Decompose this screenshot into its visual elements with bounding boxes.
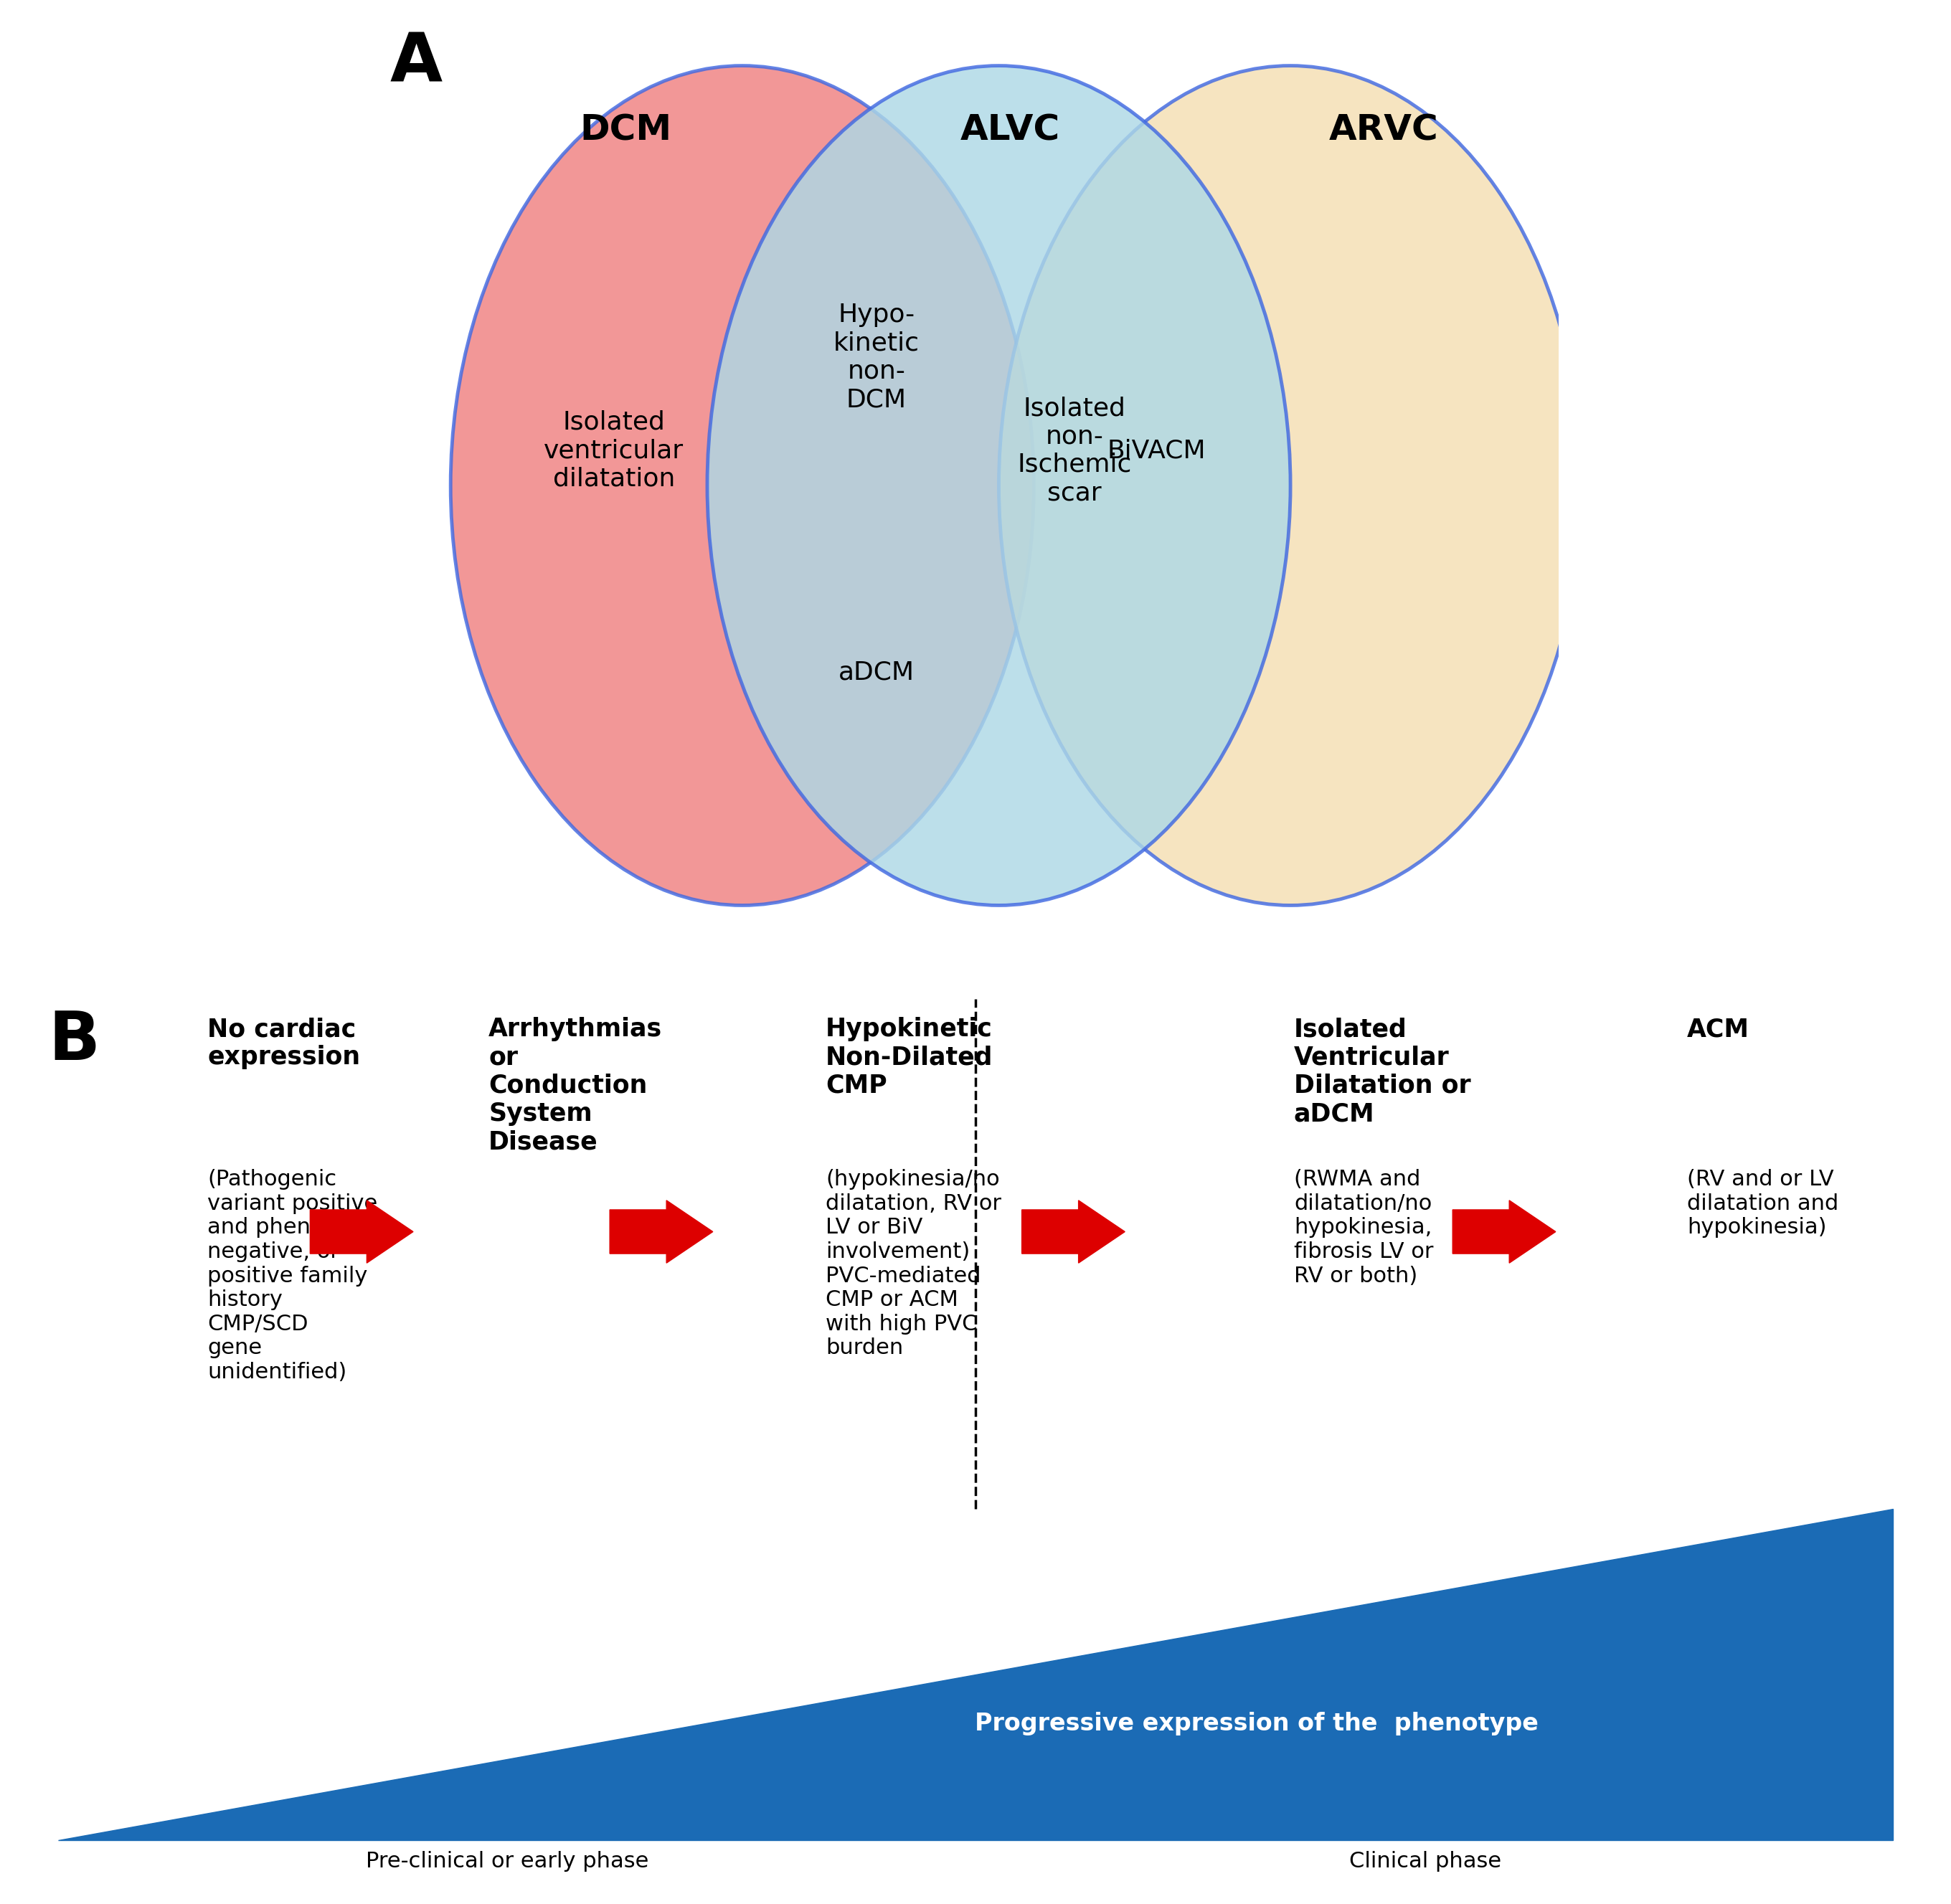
Ellipse shape xyxy=(451,67,1034,904)
Text: (RWMA and
dilatation/no
hypokinesia,
fibrosis LV or
RV or both): (RWMA and dilatation/no hypokinesia, fib… xyxy=(1294,1169,1434,1287)
Text: (RV and or LV
dilatation and
hypokinesia): (RV and or LV dilatation and hypokinesia… xyxy=(1688,1169,1838,1238)
Text: Isolated
Ventricular
Dilatation or
aDCM: Isolated Ventricular Dilatation or aDCM xyxy=(1294,1017,1471,1125)
Text: BiVACM: BiVACM xyxy=(1106,438,1206,463)
Text: Isolated
ventricular
dilatation: Isolated ventricular dilatation xyxy=(544,409,685,491)
Text: (hypokinesia/no
dilatation, RV or
LV or BiV
involvement)
PVC-mediated
CMP or ACM: (hypokinesia/no dilatation, RV or LV or … xyxy=(825,1169,1001,1359)
Polygon shape xyxy=(310,1200,414,1262)
Polygon shape xyxy=(611,1200,712,1262)
Text: ACM: ACM xyxy=(1688,1017,1750,1041)
Polygon shape xyxy=(1022,1200,1126,1262)
Ellipse shape xyxy=(706,67,1290,904)
Text: A: A xyxy=(390,30,443,97)
Text: ALVC: ALVC xyxy=(960,112,1061,147)
Ellipse shape xyxy=(999,67,1582,904)
Text: aDCM: aDCM xyxy=(839,661,915,684)
Text: No cardiac
expression: No cardiac expression xyxy=(207,1017,361,1070)
Text: B: B xyxy=(49,1007,100,1074)
Text: Clinical phase: Clinical phase xyxy=(1348,1851,1500,1872)
Polygon shape xyxy=(59,1510,1892,1839)
Text: Hypokinetic
Non-Dilated
CMP: Hypokinetic Non-Dilated CMP xyxy=(825,1017,993,1099)
Text: DCM: DCM xyxy=(579,112,671,147)
Text: Progressive expression of the  phenotype: Progressive expression of the phenotype xyxy=(976,1712,1537,1736)
Text: Arrhythmias
or
Conduction
System
Disease: Arrhythmias or Conduction System Disease xyxy=(488,1017,661,1154)
Text: (Pathogenic
variant positive
and phenotype
negative, or
positive family
history
: (Pathogenic variant positive and phenoty… xyxy=(207,1169,378,1382)
Text: Hypo-
kinetic
non-
DCM: Hypo- kinetic non- DCM xyxy=(833,303,919,411)
Polygon shape xyxy=(1453,1200,1555,1262)
Text: Pre-clinical or early phase: Pre-clinical or early phase xyxy=(367,1851,648,1872)
Text: ARVC: ARVC xyxy=(1329,112,1438,147)
Text: Isolated
non-
Ischemic
scar: Isolated non- Ischemic scar xyxy=(1018,396,1132,505)
